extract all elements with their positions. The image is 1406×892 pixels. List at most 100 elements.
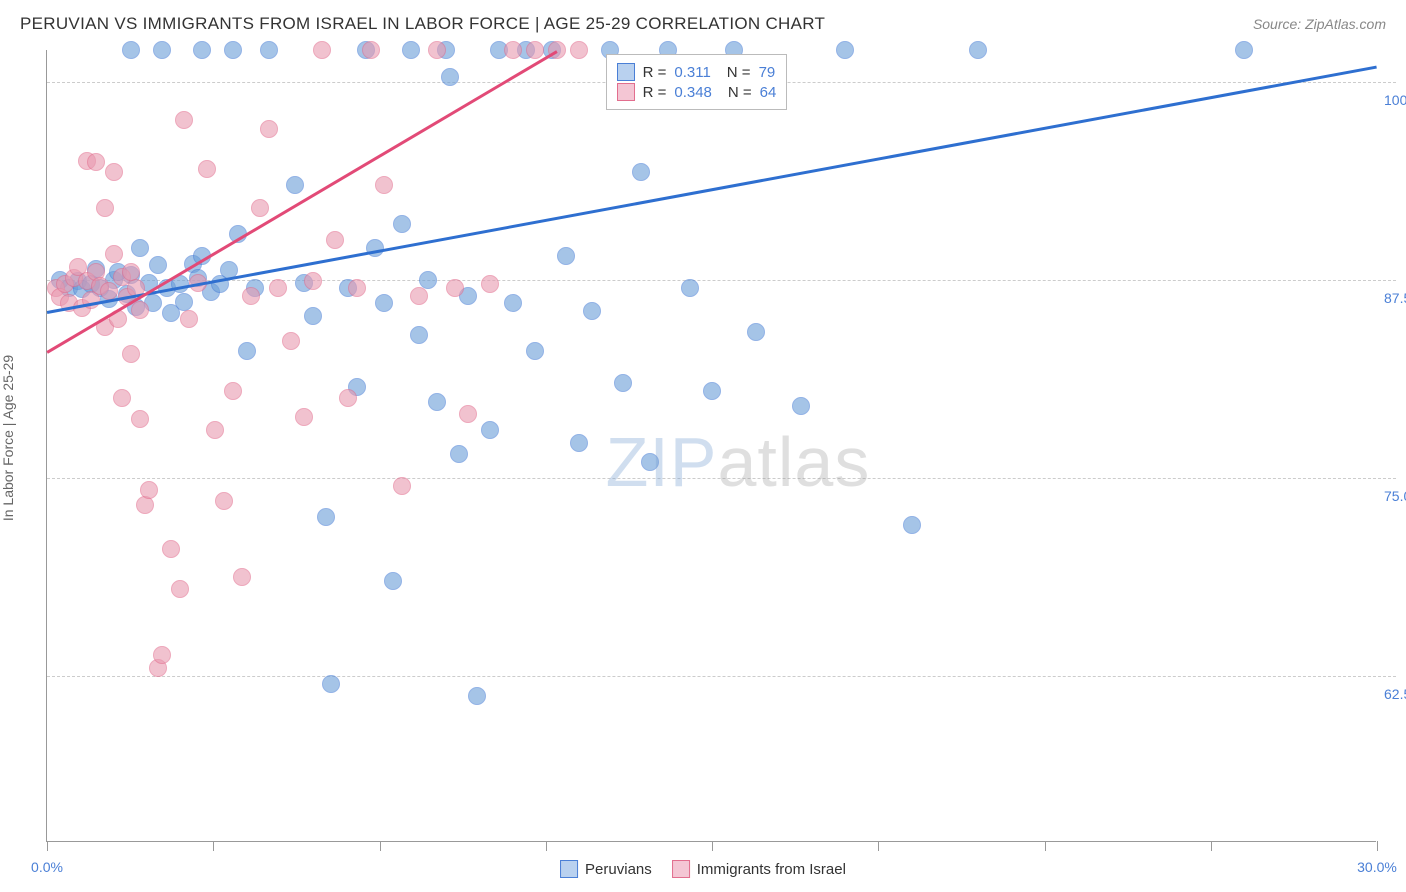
data-point [326, 231, 344, 249]
data-point [375, 176, 393, 194]
data-point [402, 41, 420, 59]
data-point [614, 374, 632, 392]
x-tick-label: 0.0% [31, 859, 63, 875]
data-point [251, 199, 269, 217]
watermark-zip: ZIP [606, 423, 718, 501]
data-point [153, 41, 171, 59]
data-point [903, 516, 921, 534]
data-point [175, 293, 193, 311]
data-point [681, 279, 699, 297]
data-point [317, 508, 335, 526]
data-point [304, 272, 322, 290]
data-point [441, 68, 459, 86]
data-point [450, 445, 468, 463]
data-point [410, 326, 428, 344]
data-point [410, 287, 428, 305]
data-point [526, 41, 544, 59]
legend-swatch [560, 860, 578, 878]
data-point [260, 120, 278, 138]
data-point [393, 477, 411, 495]
chart-title: PERUVIAN VS IMMIGRANTS FROM ISRAEL IN LA… [20, 14, 825, 34]
data-point [428, 393, 446, 411]
x-tick [47, 841, 48, 851]
stats-n-value: 64 [760, 84, 777, 101]
y-tick-label: 100.0% [1384, 92, 1406, 108]
data-point [322, 675, 340, 693]
data-point [198, 160, 216, 178]
x-tick [1045, 841, 1046, 851]
x-tick [1377, 841, 1378, 851]
stats-r-value: 0.348 [674, 84, 712, 101]
data-point [459, 405, 477, 423]
legend-swatch [617, 83, 635, 101]
stats-r-label: R = [643, 64, 667, 81]
data-point [583, 302, 601, 320]
data-point [969, 41, 987, 59]
data-point [641, 453, 659, 471]
legend-swatch [672, 860, 690, 878]
data-point [282, 332, 300, 350]
data-point [122, 345, 140, 363]
y-tick-label: 87.5% [1384, 290, 1406, 306]
data-point [313, 41, 331, 59]
data-point [113, 389, 131, 407]
source-attribution: Source: ZipAtlas.com [1253, 16, 1386, 32]
data-point [366, 239, 384, 257]
data-point [180, 310, 198, 328]
x-tick [878, 841, 879, 851]
data-point [446, 279, 464, 297]
x-tick [546, 841, 547, 851]
data-point [375, 294, 393, 312]
data-point [1235, 41, 1253, 59]
data-point [206, 421, 224, 439]
data-point [557, 247, 575, 265]
data-point [96, 199, 114, 217]
data-point [238, 342, 256, 360]
data-point [632, 163, 650, 181]
data-point [504, 294, 522, 312]
y-tick-label: 62.5% [1384, 686, 1406, 702]
x-tick [712, 841, 713, 851]
data-point [87, 153, 105, 171]
x-tick [380, 841, 381, 851]
stats-n-label: N = [727, 64, 751, 81]
data-point [171, 580, 189, 598]
data-point [269, 279, 287, 297]
data-point [468, 687, 486, 705]
data-point [149, 256, 167, 274]
grid-line [47, 676, 1396, 677]
data-point [295, 408, 313, 426]
x-tick-label: 30.0% [1357, 859, 1397, 875]
stats-n-value: 79 [759, 64, 776, 81]
data-point [703, 382, 721, 400]
legend-swatch [617, 63, 635, 81]
data-point [224, 41, 242, 59]
data-point [105, 163, 123, 181]
data-point [105, 245, 123, 263]
data-point [140, 481, 158, 499]
stats-r-label: R = [643, 84, 667, 101]
data-point [224, 382, 242, 400]
data-point [570, 41, 588, 59]
data-point [393, 215, 411, 233]
data-point [100, 282, 118, 300]
watermark-atlas: atlas [718, 423, 871, 501]
data-point [504, 41, 522, 59]
legend-label: Immigrants from Israel [697, 861, 846, 878]
data-point [162, 540, 180, 558]
stats-legend-box: R =0.311N =79R =0.348N =64 [606, 54, 788, 110]
data-point [481, 421, 499, 439]
legend-label: Peruvians [585, 861, 652, 878]
data-point [131, 410, 149, 428]
y-tick-label: 75.0% [1384, 488, 1406, 504]
stats-row: R =0.348N =64 [617, 83, 777, 101]
data-point [348, 279, 366, 297]
data-point [747, 323, 765, 341]
plot-area: ZIPatlas R =0.311N =79R =0.348N =64 62.5… [46, 50, 1376, 842]
stats-row: R =0.311N =79 [617, 63, 777, 81]
data-point [286, 176, 304, 194]
data-point [428, 41, 446, 59]
regression-line [46, 50, 557, 353]
data-point [792, 397, 810, 415]
data-point [193, 41, 211, 59]
